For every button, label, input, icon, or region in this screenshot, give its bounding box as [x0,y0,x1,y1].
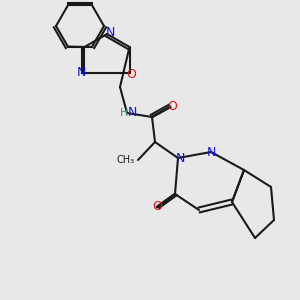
Text: N: N [127,106,137,119]
Text: O: O [152,200,162,214]
Text: N: N [77,67,86,80]
Text: O: O [167,100,177,112]
Text: O: O [127,68,136,82]
Text: H: H [120,108,128,118]
Text: N: N [206,146,216,158]
Text: N: N [105,26,115,38]
Text: N: N [175,152,185,166]
Text: CH₃: CH₃ [117,155,135,165]
